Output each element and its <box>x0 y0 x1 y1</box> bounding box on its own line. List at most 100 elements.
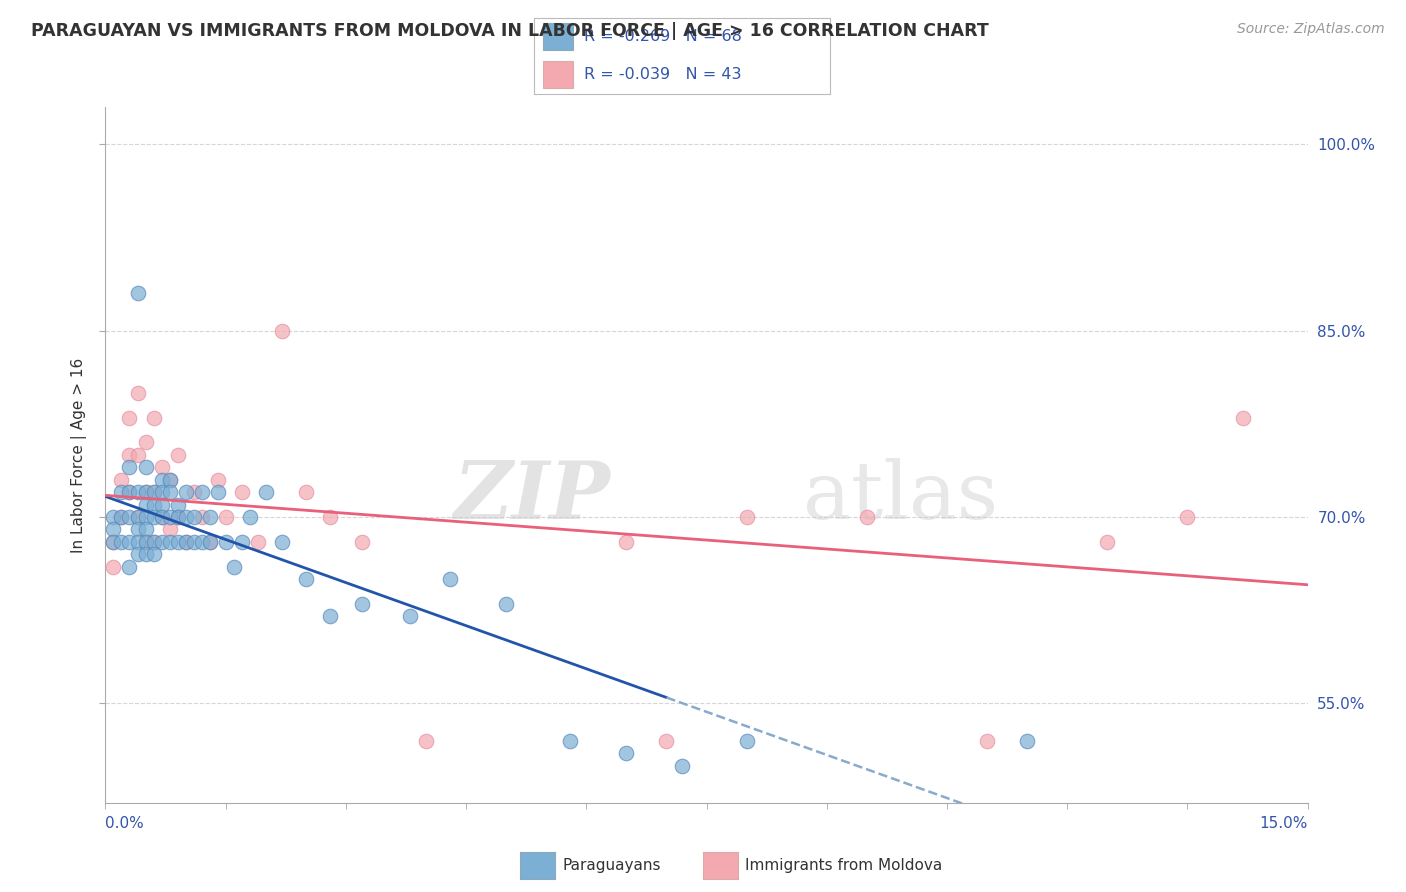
Point <box>190 510 212 524</box>
Bar <box>543 23 572 51</box>
Point <box>214 534 236 549</box>
Point <box>103 559 125 574</box>
Point <box>127 523 149 537</box>
Point <box>159 510 181 524</box>
Point <box>159 473 181 487</box>
Point <box>415 733 437 747</box>
Point <box>103 523 125 537</box>
Point <box>222 559 245 574</box>
Point <box>142 534 165 549</box>
Point <box>135 485 157 500</box>
Point <box>350 534 373 549</box>
Point <box>118 559 141 574</box>
Point <box>495 597 517 611</box>
Point <box>103 534 125 549</box>
Point <box>183 534 205 549</box>
Point <box>183 485 205 500</box>
Point <box>127 534 149 549</box>
Point <box>319 609 342 624</box>
Point <box>855 510 877 524</box>
Text: ZIP: ZIP <box>454 458 610 535</box>
Point <box>135 523 157 537</box>
Point <box>295 485 318 500</box>
Point <box>616 746 638 760</box>
Point <box>135 435 157 450</box>
Point <box>1232 410 1254 425</box>
Point <box>159 523 181 537</box>
Point <box>127 485 149 500</box>
Point <box>1017 733 1039 747</box>
Point <box>150 460 173 475</box>
Point <box>1177 510 1199 524</box>
Point <box>118 485 141 500</box>
Point <box>174 485 197 500</box>
Point <box>166 510 188 524</box>
Point <box>142 410 165 425</box>
Point <box>127 448 149 462</box>
Point <box>127 510 149 524</box>
Point <box>118 448 141 462</box>
Point <box>166 534 188 549</box>
Point <box>270 324 292 338</box>
Point <box>174 510 197 524</box>
Point <box>110 534 132 549</box>
Point <box>166 510 188 524</box>
Point <box>142 547 165 561</box>
Point <box>270 534 292 549</box>
Point <box>560 733 582 747</box>
Point <box>319 510 342 524</box>
Point <box>150 534 173 549</box>
Point <box>174 534 197 549</box>
Text: Paraguayans: Paraguayans <box>562 858 661 872</box>
Point <box>190 534 212 549</box>
Point <box>350 597 373 611</box>
Point <box>254 485 277 500</box>
Point <box>159 485 181 500</box>
Point <box>118 460 141 475</box>
Point <box>110 510 132 524</box>
Point <box>127 547 149 561</box>
Point <box>118 510 141 524</box>
Point <box>118 485 141 500</box>
Point <box>135 510 157 524</box>
Text: R = -0.269   N = 68: R = -0.269 N = 68 <box>585 29 742 45</box>
Text: R = -0.039   N = 43: R = -0.039 N = 43 <box>585 67 742 82</box>
Point <box>150 473 173 487</box>
Point <box>127 510 149 524</box>
Point <box>671 758 693 772</box>
Point <box>103 510 125 524</box>
Point <box>159 534 181 549</box>
Point <box>135 534 157 549</box>
Point <box>110 473 132 487</box>
Point <box>150 498 173 512</box>
Point <box>127 286 149 301</box>
Point <box>239 510 262 524</box>
Point <box>118 534 141 549</box>
Point <box>142 510 165 524</box>
Text: Immigrants from Moldova: Immigrants from Moldova <box>745 858 942 872</box>
Point <box>150 510 173 524</box>
Point <box>159 473 181 487</box>
Point <box>190 485 212 500</box>
Point <box>135 547 157 561</box>
Point <box>295 572 318 586</box>
Point <box>231 485 253 500</box>
Point <box>135 498 157 512</box>
Point <box>214 510 236 524</box>
Point <box>246 534 269 549</box>
Point <box>135 534 157 549</box>
Point <box>142 534 165 549</box>
Text: Source: ZipAtlas.com: Source: ZipAtlas.com <box>1237 22 1385 37</box>
Point <box>616 534 638 549</box>
Point <box>1097 534 1119 549</box>
Point <box>976 733 998 747</box>
Point <box>166 448 188 462</box>
Bar <box>543 61 572 88</box>
Point <box>135 485 157 500</box>
Point <box>135 460 157 475</box>
Point <box>150 510 173 524</box>
Point <box>439 572 461 586</box>
Text: 0.0%: 0.0% <box>105 816 145 831</box>
Point <box>174 534 197 549</box>
Point <box>166 498 188 512</box>
